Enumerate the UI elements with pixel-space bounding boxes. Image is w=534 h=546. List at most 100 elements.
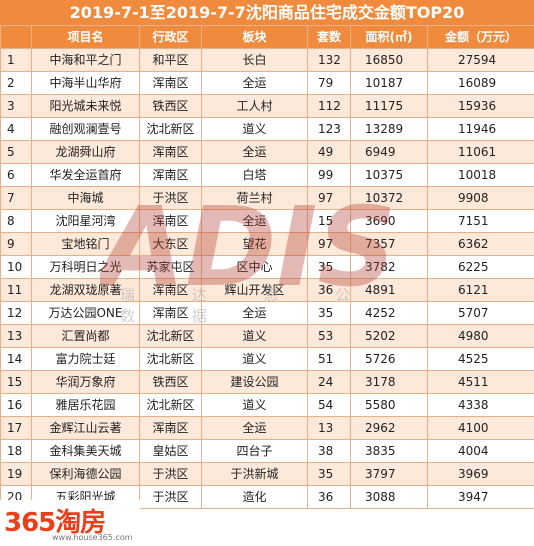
- cell-rank: 6: [0, 163, 32, 187]
- cell-units: 35: [307, 462, 351, 486]
- cell-area: 3797: [350, 462, 428, 486]
- cell-rank: 18: [0, 439, 32, 463]
- cell-rank: 4: [0, 117, 32, 141]
- cell-amount: 4511: [427, 370, 534, 394]
- cell-amount: 27594: [427, 48, 534, 72]
- cell-district: 皇姑区: [139, 439, 202, 463]
- cell-project: 雅居乐花园: [31, 393, 140, 417]
- cell-block: 道义: [201, 117, 308, 141]
- cell-project: 万科明日之光: [31, 255, 140, 279]
- cell-district: 浑南区: [139, 71, 202, 95]
- table-row: 9 宝地铭门 大东区 望花 97 7357 6362: [0, 232, 534, 256]
- cell-units: 24: [307, 370, 351, 394]
- cell-block: 辉山开发区: [201, 278, 308, 302]
- cell-block: 道义: [201, 324, 308, 348]
- cell-area: 3835: [350, 439, 428, 463]
- table-title: 2019-7-1至2019-7-7沈阳商品住宅成交金额TOP20: [0, 0, 534, 25]
- cell-rank: 3: [0, 94, 32, 118]
- cell-units: 36: [307, 485, 351, 509]
- header-row: 项目名 行政区 板块 套数 面积(㎡) 金额（万元）: [0, 25, 534, 49]
- cell-project: 融创观澜壹号: [31, 117, 140, 141]
- cell-rank: 10: [0, 255, 32, 279]
- cell-block: 造化: [201, 485, 308, 509]
- cell-units: 132: [307, 48, 351, 72]
- cell-district: 浑南区: [139, 416, 202, 440]
- cell-amount: 7151: [427, 209, 534, 233]
- cell-rank: 16: [0, 393, 32, 417]
- table-row: 19 保利海德公园 于洪区 于洪新城 35 3797 3969: [0, 462, 534, 486]
- cell-block: 白塔: [201, 163, 308, 187]
- cell-amount: 4980: [427, 324, 534, 348]
- cell-district: 浑南区: [139, 209, 202, 233]
- cell-block: 道义: [201, 393, 308, 417]
- cell-units: 112: [307, 94, 351, 118]
- cell-amount: 16089: [427, 71, 534, 95]
- col-rank: [0, 25, 32, 49]
- cell-block: 全运: [201, 301, 308, 325]
- cell-amount: 11061: [427, 140, 534, 164]
- cell-units: 97: [307, 186, 351, 210]
- cell-units: 54: [307, 393, 351, 417]
- table-row: 10 万科明日之光 苏家屯区 区中心 35 3782 6225: [0, 255, 534, 279]
- cell-amount: 11946: [427, 117, 534, 141]
- cell-area: 3178: [350, 370, 428, 394]
- cell-area: 11175: [350, 94, 428, 118]
- cell-block: 全运: [201, 71, 308, 95]
- cell-district: 铁西区: [139, 94, 202, 118]
- cell-rank: 15: [0, 370, 32, 394]
- table-row: 16 雅居乐花园 沈北新区 道义 54 5580 4338: [0, 393, 534, 417]
- cell-units: 53: [307, 324, 351, 348]
- cell-units: 123: [307, 117, 351, 141]
- cell-area: 10375: [350, 163, 428, 187]
- cell-project: 阳光城未来悦: [31, 94, 140, 118]
- cell-project: 中海和平之门: [31, 48, 140, 72]
- cell-district: 苏家屯区: [139, 255, 202, 279]
- cell-area: 2962: [350, 416, 428, 440]
- cell-rank: 13: [0, 324, 32, 348]
- cell-amount: 15936: [427, 94, 534, 118]
- cell-area: 7357: [350, 232, 428, 256]
- cell-units: 36: [307, 278, 351, 302]
- cell-district: 和平区: [139, 48, 202, 72]
- cell-district: 沈北新区: [139, 347, 202, 371]
- cell-district: 铁西区: [139, 370, 202, 394]
- cell-project: 汇置尚都: [31, 324, 140, 348]
- cell-area: 10187: [350, 71, 428, 95]
- cell-units: 99: [307, 163, 351, 187]
- cell-units: 38: [307, 439, 351, 463]
- cell-units: 49: [307, 140, 351, 164]
- cell-project: 中海城: [31, 186, 140, 210]
- table-row: 1 中海和平之门 和平区 长白 132 16850 27594: [0, 48, 534, 72]
- cell-rank: 12: [0, 301, 32, 325]
- cell-area: 3690: [350, 209, 428, 233]
- table-row: 11 龙湖双珑原著 浑南区 辉山开发区 36 4891 6121: [0, 278, 534, 302]
- ranking-table: 项目名 行政区 板块 套数 面积(㎡) 金额（万元） 1 中海和平之门 和平区 长白 1…: [0, 25, 534, 509]
- cell-rank: 9: [0, 232, 32, 256]
- col-amount: 金额（万元）: [427, 25, 534, 49]
- col-district: 行政区: [139, 25, 202, 49]
- cell-district: 沈北新区: [139, 117, 202, 141]
- table-row: 17 金辉江山云著 浑南区 全运 13 2962 4100: [0, 416, 534, 440]
- table-row: 3 阳光城未来悦 铁西区 工人村 112 11175 15936: [0, 94, 534, 118]
- cell-district: 浑南区: [139, 140, 202, 164]
- cell-project: 宝地铭门: [31, 232, 140, 256]
- table-row: 14 富力院士廷 沈北新区 道义 51 5726 4525: [0, 347, 534, 371]
- cell-project: 沈阳星河湾: [31, 209, 140, 233]
- cell-area: 4252: [350, 301, 428, 325]
- cell-district: 浑南区: [139, 278, 202, 302]
- cell-rank: 1: [0, 48, 32, 72]
- cell-project: 龙湖舜山府: [31, 140, 140, 164]
- cell-area: 4891: [350, 278, 428, 302]
- cell-block: 全运: [201, 416, 308, 440]
- cell-amount: 9908: [427, 186, 534, 210]
- cell-rank: 7: [0, 186, 32, 210]
- cell-district: 于洪区: [139, 485, 202, 509]
- cell-block: 长白: [201, 48, 308, 72]
- cell-rank: 2: [0, 71, 32, 95]
- cell-project: 金科集美天城: [31, 439, 140, 463]
- cell-area: 5202: [350, 324, 428, 348]
- cell-units: 51: [307, 347, 351, 371]
- cell-block: 区中心: [201, 255, 308, 279]
- table-row: 6 华发全运首府 浑南区 白塔 99 10375 10018: [0, 163, 534, 187]
- cell-area: 6949: [350, 140, 428, 164]
